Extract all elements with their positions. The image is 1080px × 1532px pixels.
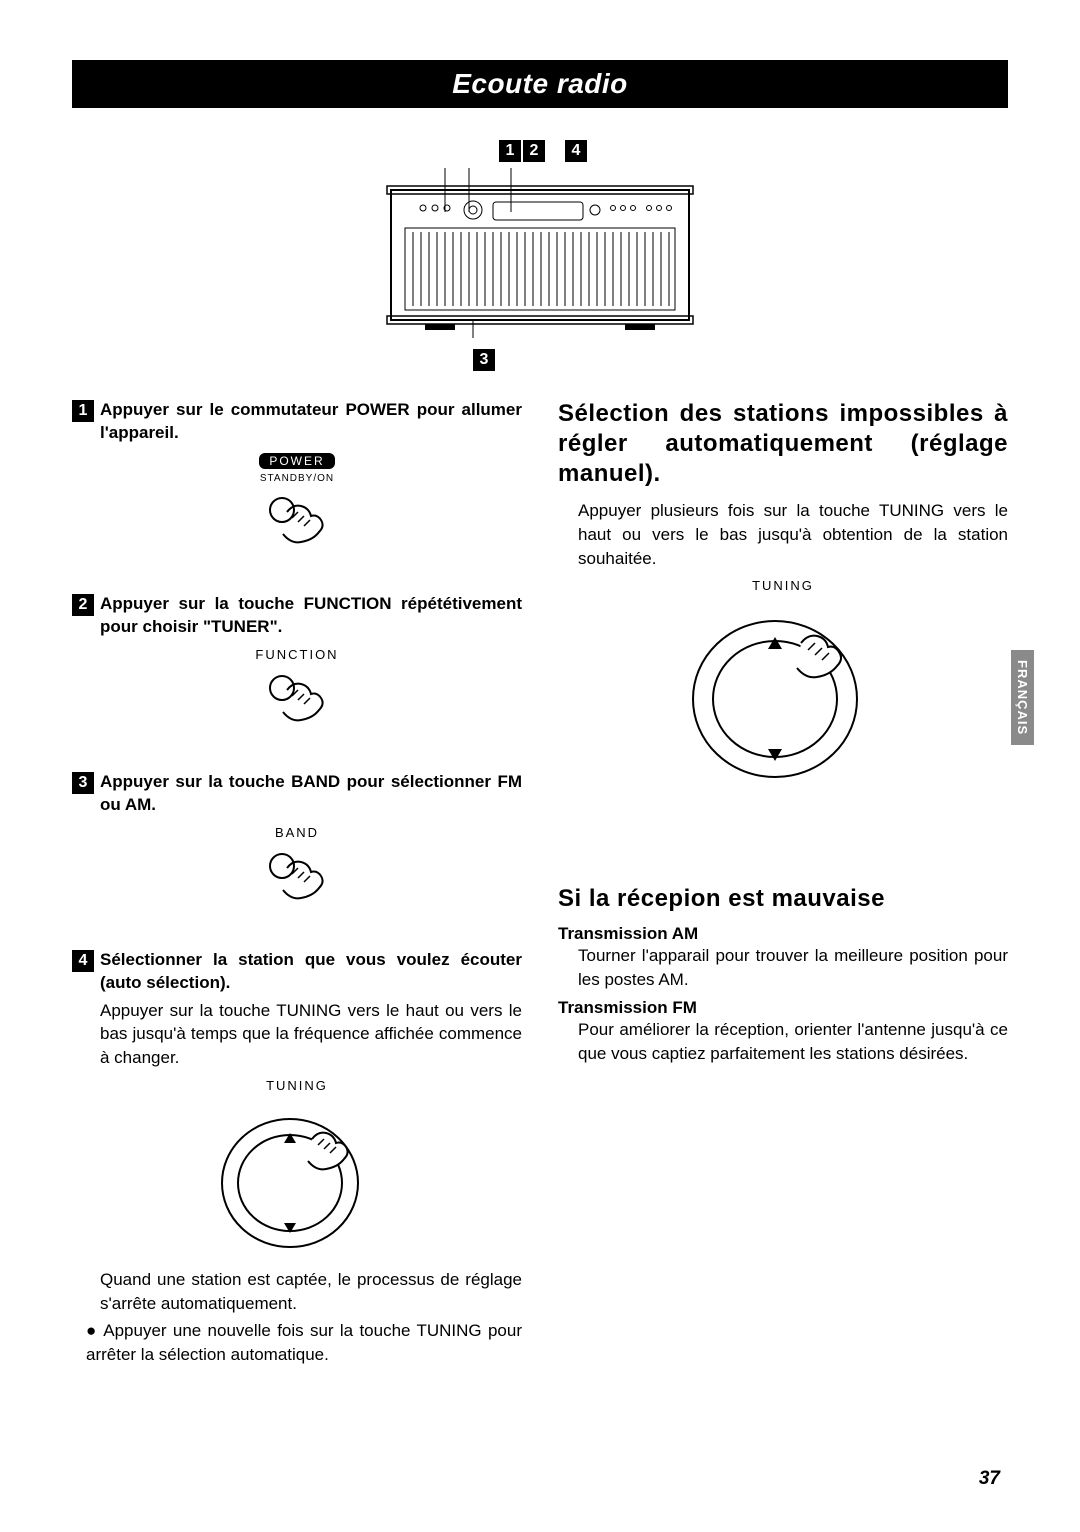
device-figure: 124 xyxy=(72,140,1008,371)
page-number: 37 xyxy=(979,1468,1000,1490)
callout-3: 3 xyxy=(473,349,495,371)
power-badge: POWER xyxy=(259,453,334,469)
device-illustration xyxy=(385,168,695,343)
am-body: Tourner l'apparail pour trouver la meill… xyxy=(578,944,1008,992)
step-4-bullet-wrap: Appuyer une nouvelle fois sur la touche … xyxy=(86,1319,522,1367)
callout-1: 1 xyxy=(499,140,521,162)
power-sublabel: STANDBY/ON xyxy=(260,473,334,484)
fm-subhead: Transmission FM xyxy=(558,998,1008,1018)
right-column: Sélection des stations impossibles à rég… xyxy=(558,399,1008,1395)
content-columns: 1 Appuyer sur le commutateur POWER pour … xyxy=(72,399,1008,1395)
manual-tuning-heading: Sélection des stations impossibles à rég… xyxy=(558,399,1008,489)
step-3-hand-icon xyxy=(72,846,522,921)
step-1: 1 Appuyer sur le commutateur POWER pour … xyxy=(72,399,522,565)
step-2-hand-icon xyxy=(72,668,522,743)
step-1-label: POWER STANDBY/ON xyxy=(72,453,522,484)
page-title-bar: Ecoute radio xyxy=(72,60,1008,108)
step-head-2: Appuyer sur la touche FUNCTION répététiv… xyxy=(100,593,522,639)
callout-row-top: 124 xyxy=(72,140,1008,162)
step-num-2: 2 xyxy=(72,594,94,616)
callout-row-bottom: 3 xyxy=(72,349,1008,371)
step-head-4: Sélectionner la station que vous voulez … xyxy=(100,949,522,995)
step-4-dial-icon xyxy=(72,1099,522,1264)
left-column: 1 Appuyer sur le commutateur POWER pour … xyxy=(72,399,522,1395)
callout-4: 4 xyxy=(565,140,587,162)
step-4-body: Appuyer sur la touche TUNING vers le hau… xyxy=(100,999,522,1070)
step-4-bullet: Appuyer une nouvelle fois sur la touche … xyxy=(86,1319,522,1367)
language-tab: FRANÇAIS xyxy=(1011,650,1034,745)
manual-tuning-label: TUNING xyxy=(558,578,1008,593)
step-head-3: Appuyer sur la touche BAND pour sélectio… xyxy=(100,771,522,817)
step-1-hand-icon xyxy=(72,490,522,565)
step-3: 3 Appuyer sur la touche BAND pour sélect… xyxy=(72,771,522,921)
am-subhead: Transmission AM xyxy=(558,924,1008,944)
step-3-label: BAND xyxy=(72,825,522,840)
step-4-after: Quand une station est captée, le process… xyxy=(100,1268,522,1316)
step-2-label: FUNCTION xyxy=(72,647,522,662)
step-num-4: 4 xyxy=(72,950,94,972)
step-4-label: TUNING xyxy=(72,1078,522,1093)
step-num-1: 1 xyxy=(72,400,94,422)
callout-2: 2 xyxy=(523,140,545,162)
manual-tuning-body: Appuyer plusieurs fois sur la touche TUN… xyxy=(578,499,1008,570)
page-title: Ecoute radio xyxy=(452,68,628,99)
bad-reception-heading: Si la récepion est mauvaise xyxy=(558,884,1008,914)
step-head-1: Appuyer sur le commutateur POWER pour al… xyxy=(100,399,522,445)
fm-body: Pour améliorer la réception, orienter l'… xyxy=(578,1018,1008,1066)
step-num-3: 3 xyxy=(72,772,94,794)
step-2: 2 Appuyer sur la touche FUNCTION répétét… xyxy=(72,593,522,743)
manual-tuning-dial-icon xyxy=(558,599,1008,794)
step-4: 4 Sélectionner la station que vous voule… xyxy=(72,949,522,1367)
